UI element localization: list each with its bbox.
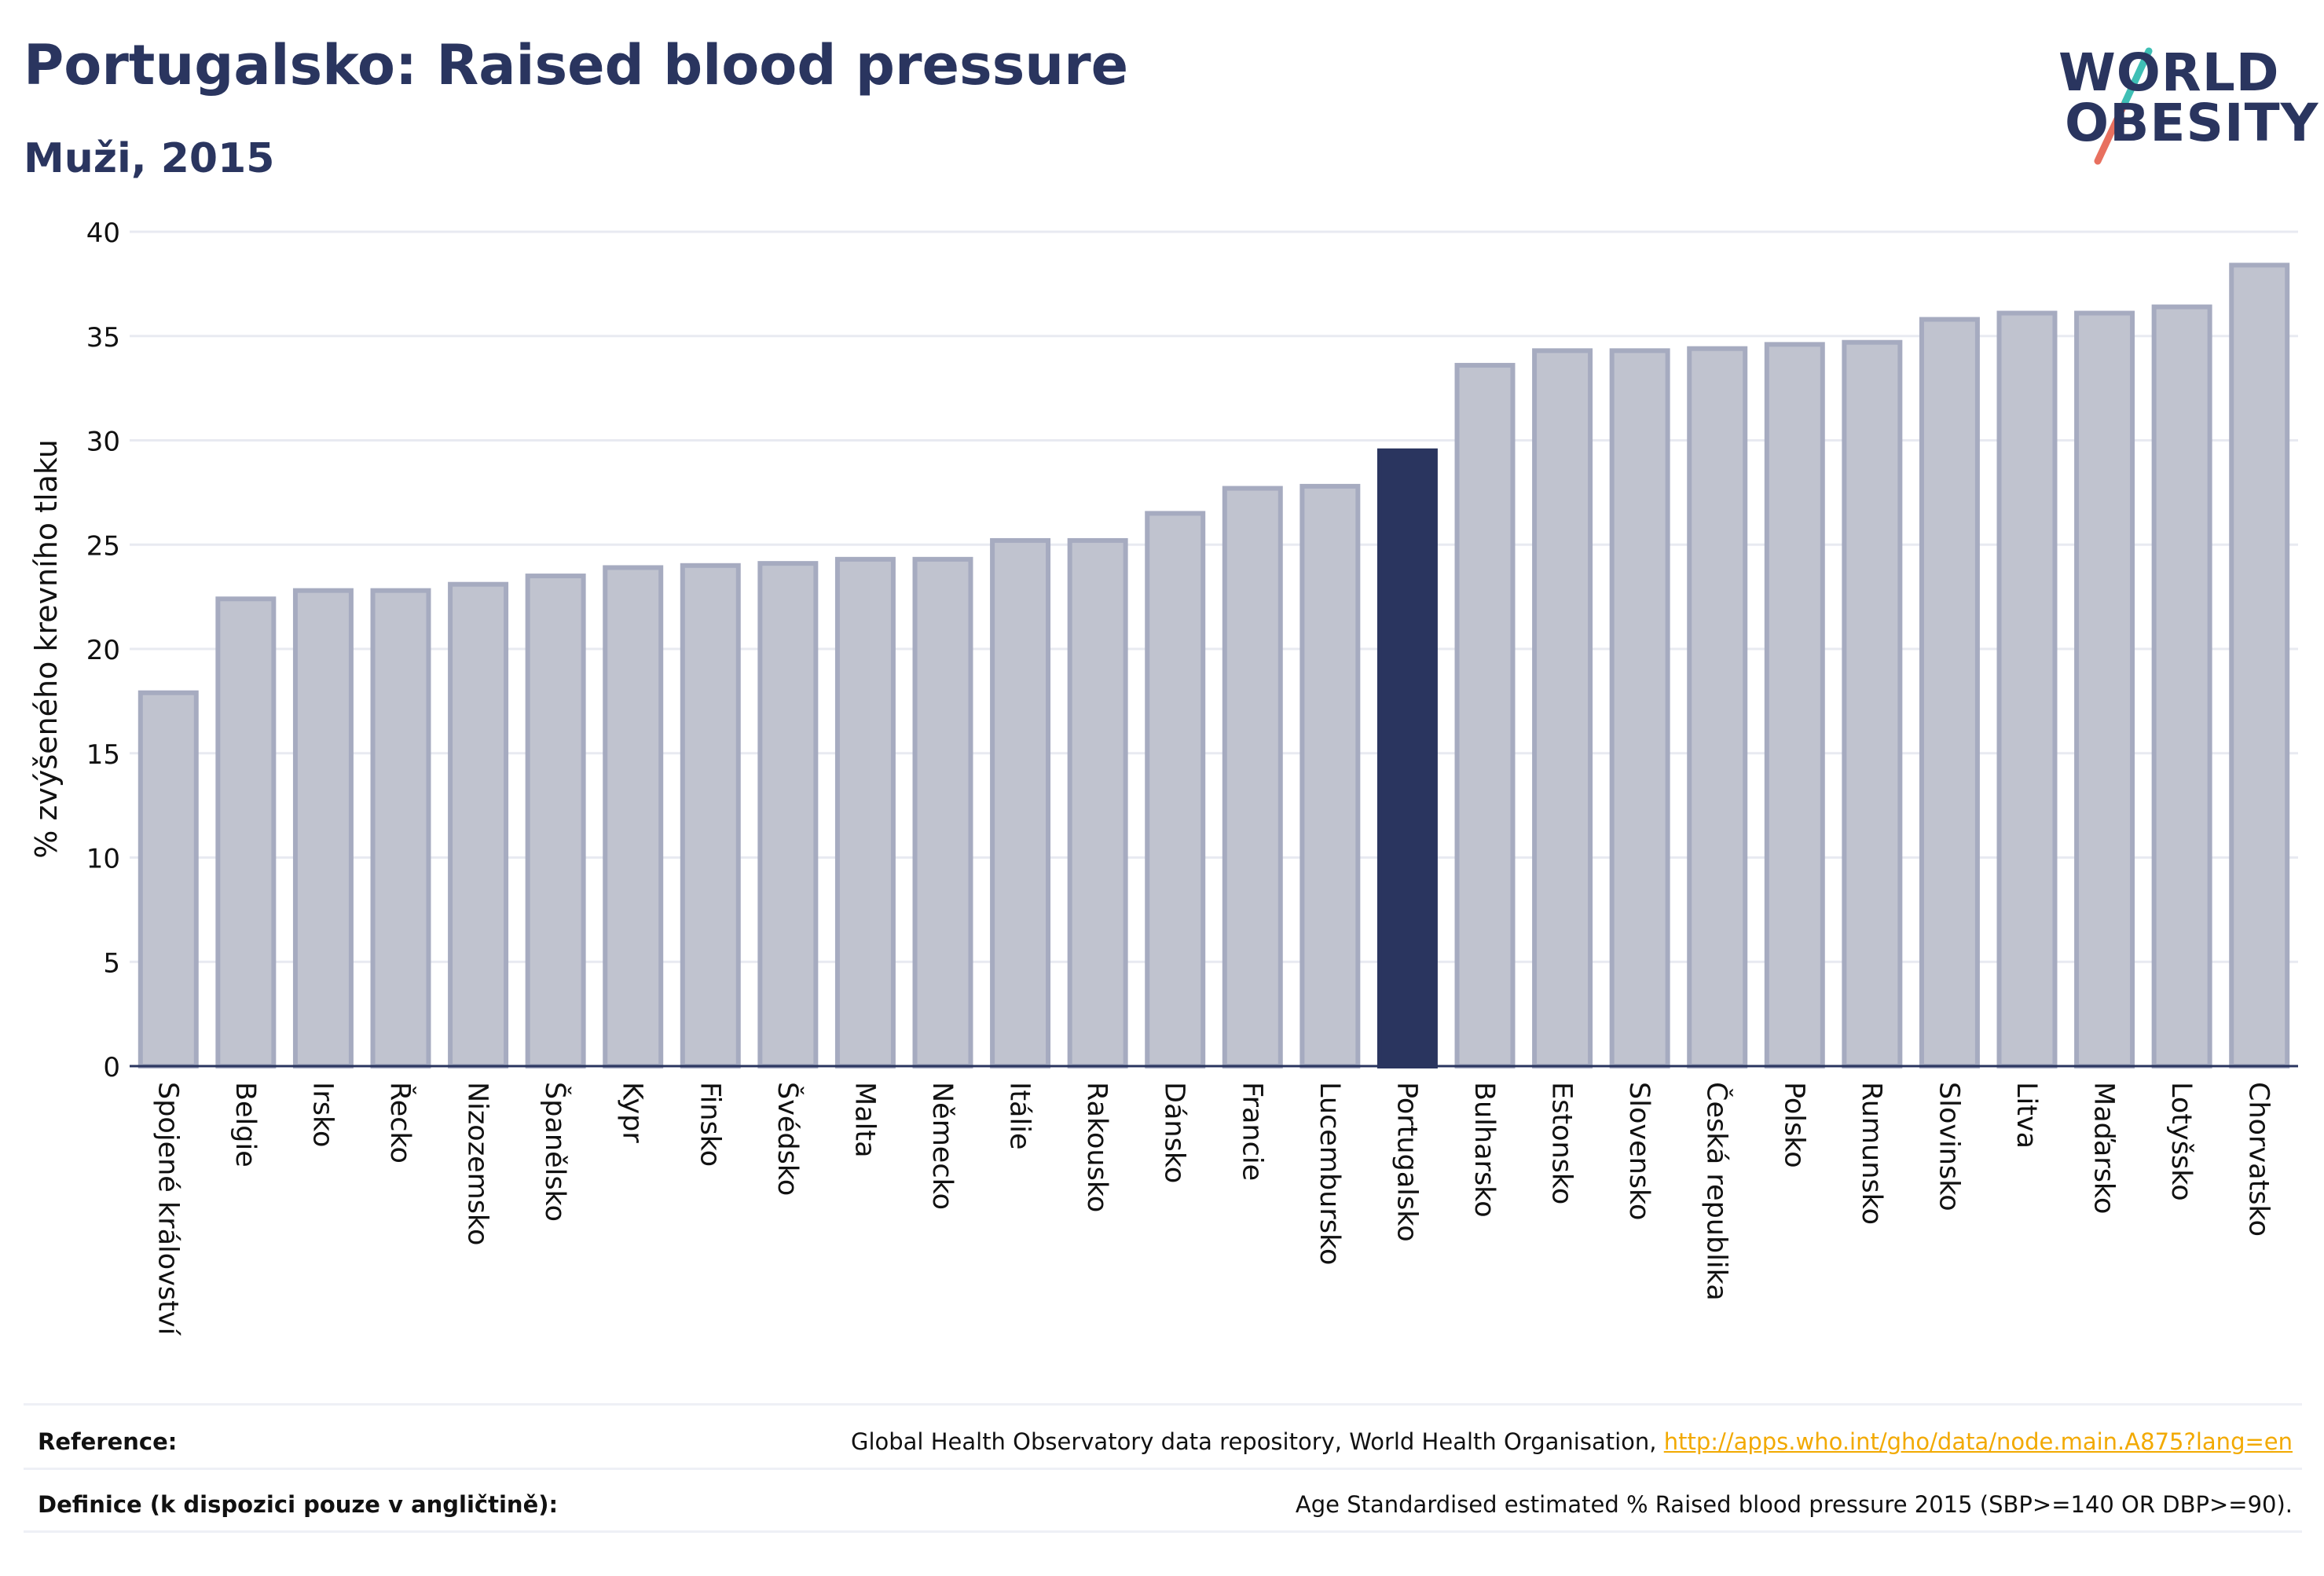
bar — [1532, 348, 1593, 1068]
bar — [1299, 483, 1361, 1068]
bar — [137, 690, 199, 1068]
x-tick-label: Finsko — [694, 1082, 725, 1167]
reference-value: Global Health Observatory data repositor… — [851, 1428, 2293, 1455]
bar — [1222, 486, 1283, 1068]
bar — [1764, 342, 1825, 1068]
bar — [1996, 310, 2058, 1069]
footer-divider-middle — [24, 1468, 2302, 1470]
y-tick-label: 25 — [86, 530, 120, 562]
y-tick-label: 35 — [86, 322, 120, 354]
bar — [1067, 537, 1128, 1068]
x-tick-label: Nizozemsko — [462, 1082, 493, 1245]
bar — [1609, 348, 1670, 1068]
bar — [1919, 317, 1980, 1068]
bar — [1145, 511, 1206, 1068]
x-tick-label: Lucembursko — [1314, 1082, 1345, 1265]
y-tick-label: 30 — [86, 427, 120, 458]
x-tick-label: Irsko — [306, 1082, 338, 1147]
bar-chart: 0 5 10 15 20 25 30 35 40 % zvýšeného krevního tla… — [29, 218, 2298, 1336]
logo-word-obesity: OBESITY — [2065, 93, 2319, 153]
x-tick-label: Estonsko — [1546, 1082, 1578, 1204]
reference-label: Reference: — [38, 1428, 178, 1455]
x-tick-label: Itálie — [1004, 1082, 1036, 1149]
world-obesity-logo: WORLD OBESITY — [2043, 31, 2318, 173]
bar — [1687, 346, 1748, 1068]
x-tick-label: Slovinsko — [1933, 1082, 1964, 1211]
x-tick-label: Chorvatsko — [2243, 1082, 2275, 1237]
bar — [292, 588, 354, 1068]
footer-divider-bottom — [24, 1530, 2302, 1533]
x-tick-label: Česká republika — [1701, 1082, 1734, 1301]
x-tick-label: Slovensko — [1623, 1082, 1655, 1220]
bar — [2229, 262, 2290, 1069]
bar — [834, 556, 896, 1068]
bar — [680, 563, 741, 1068]
x-tick-label: Rakousko — [1081, 1082, 1113, 1212]
x-tick-label: Švédsko — [772, 1082, 805, 1196]
y-axis-label: % zvýšeného krevního tlaku — [29, 439, 64, 859]
x-tick-label: Dánsko — [1159, 1082, 1190, 1183]
x-tick-label: Spojené království — [152, 1082, 183, 1336]
y-tick-label: 15 — [86, 739, 120, 771]
x-tick-label: Malta — [849, 1082, 880, 1158]
page-subtitle: Muži, 2015 — [24, 135, 275, 182]
x-tick-label: Francie — [1236, 1082, 1267, 1181]
x-tick-label: Polsko — [1778, 1082, 1809, 1168]
reference-text: Global Health Observatory data repositor… — [850, 1428, 1657, 1455]
x-tick-label: Portugalsko — [1391, 1082, 1422, 1242]
y-tick-label: 5 — [103, 947, 120, 979]
x-tick-label: Lotyšsko — [2165, 1082, 2197, 1201]
x-tick-label: Bulharsko — [1468, 1082, 1500, 1218]
y-tick-label: 10 — [86, 844, 120, 875]
bar — [990, 537, 1051, 1068]
footer-divider-top — [24, 1403, 2302, 1406]
definition-text: Age Standardised estimated % Raised bloo… — [1295, 1491, 2293, 1518]
bar — [215, 596, 277, 1068]
y-tick-label: 40 — [86, 218, 120, 249]
x-tick-label: Kypr — [617, 1082, 648, 1143]
bar — [603, 565, 664, 1068]
logo-word-world: WORLD — [2058, 42, 2280, 103]
x-tick-label: Španělsko — [539, 1082, 572, 1222]
y-tick-label: 0 — [103, 1052, 120, 1083]
x-tick-label: Řecko — [384, 1082, 417, 1164]
x-tick-label: Belgie — [229, 1082, 261, 1167]
bar — [1376, 448, 1438, 1068]
page-title: Portugalsko: Raised blood pressure — [24, 33, 1129, 97]
reference-link[interactable]: http://apps.who.int/gho/data/node.main.A… — [1663, 1428, 2293, 1455]
x-tick-label: Litva — [2011, 1082, 2042, 1149]
bar — [1842, 339, 1903, 1068]
x-tick-label: Rumunsko — [1856, 1082, 1887, 1225]
y-tick-label: 20 — [86, 635, 120, 666]
bar — [757, 561, 819, 1068]
bar — [912, 556, 973, 1068]
bar — [525, 574, 586, 1068]
bar — [1454, 362, 1516, 1069]
x-tick-label: Maďarsko — [2088, 1082, 2120, 1214]
definition-label: Definice (k dispozici pouze v angličtině… — [38, 1491, 559, 1518]
bar — [370, 588, 431, 1068]
bar — [2074, 310, 2135, 1069]
bar — [448, 581, 509, 1068]
x-tick-label: Německo — [926, 1082, 958, 1210]
logo-slash-icon — [2094, 47, 2153, 165]
bar — [2151, 304, 2212, 1068]
